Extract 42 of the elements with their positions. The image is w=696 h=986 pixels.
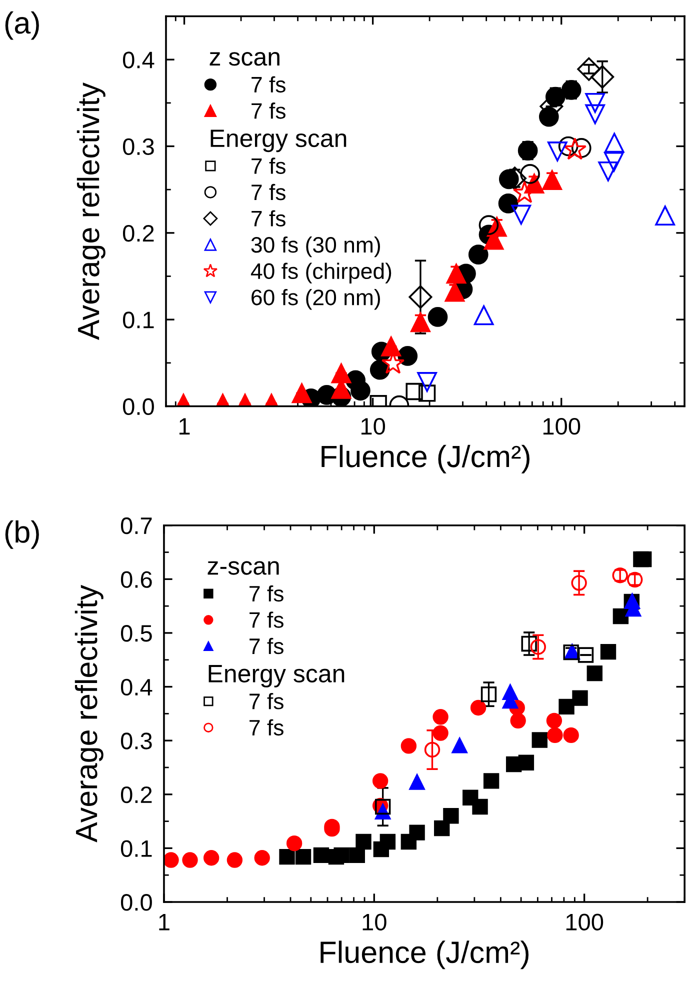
y-tick-label: 0.2 xyxy=(122,224,154,242)
annotation: Energy scan xyxy=(208,665,344,688)
legend-title: z scan xyxy=(210,52,280,66)
y-tick-label: 0.1 xyxy=(120,840,152,857)
annotation: Energy scan xyxy=(210,130,346,152)
y-tick-label: 0.4 xyxy=(120,678,152,696)
legend-label: 7 fs xyxy=(252,76,286,93)
y-tick-label: 0.3 xyxy=(120,732,152,750)
y-tick-label: 0.1 xyxy=(122,312,154,328)
y-tick-label: 0.2 xyxy=(120,786,152,804)
y-tick-label: 0.4 xyxy=(122,52,154,68)
legend-label: 7 fs xyxy=(250,612,284,628)
text: (b) xyxy=(5,520,39,549)
y-tick-label: 0.5 xyxy=(120,625,152,642)
legend-label: 7 fs xyxy=(252,184,286,200)
x-tick-label: 10 xyxy=(361,418,386,435)
y-tick-label: 0.6 xyxy=(120,571,152,588)
legend-label: 7 fs xyxy=(252,158,286,174)
legend-label: 7 fs xyxy=(252,102,286,119)
x-tick-label: 1 xyxy=(159,914,170,930)
legend-label: 60 fs (20 nm) xyxy=(252,288,380,310)
y-axis-title: Average reflectivity xyxy=(74,584,104,842)
x-axis-title: Fluence (J/cm²) xyxy=(322,444,530,474)
legend-label: 7 fs xyxy=(250,719,284,736)
y-tick-label: 0.3 xyxy=(122,138,154,156)
x-tick-label: 1 xyxy=(180,418,190,434)
y-tick-label: 0.7 xyxy=(120,517,152,534)
x-axis-title: Fluence (J/cm²) xyxy=(320,940,528,970)
legend-label: 30 fs (30 nm) xyxy=(251,236,380,258)
x-tick-label: 100 xyxy=(543,418,580,435)
x-tick-label: 100 xyxy=(566,914,604,930)
legend-label: 40 fs (chirped) xyxy=(250,262,392,284)
legend-label: 7 fs xyxy=(250,585,284,602)
y-axis-title: Average reflectivity xyxy=(76,82,106,340)
legend-title: z-scan xyxy=(208,561,279,575)
text: (a) xyxy=(5,11,39,40)
legend-label: 7 fs xyxy=(252,210,286,227)
x-tick-label: 10 xyxy=(362,914,386,930)
legend-label: 7 fs xyxy=(250,693,284,710)
legend-label: 7 fs xyxy=(250,638,284,654)
y-tick-label: 0.0 xyxy=(120,894,152,911)
y-tick-label: 0.0 xyxy=(122,398,154,416)
